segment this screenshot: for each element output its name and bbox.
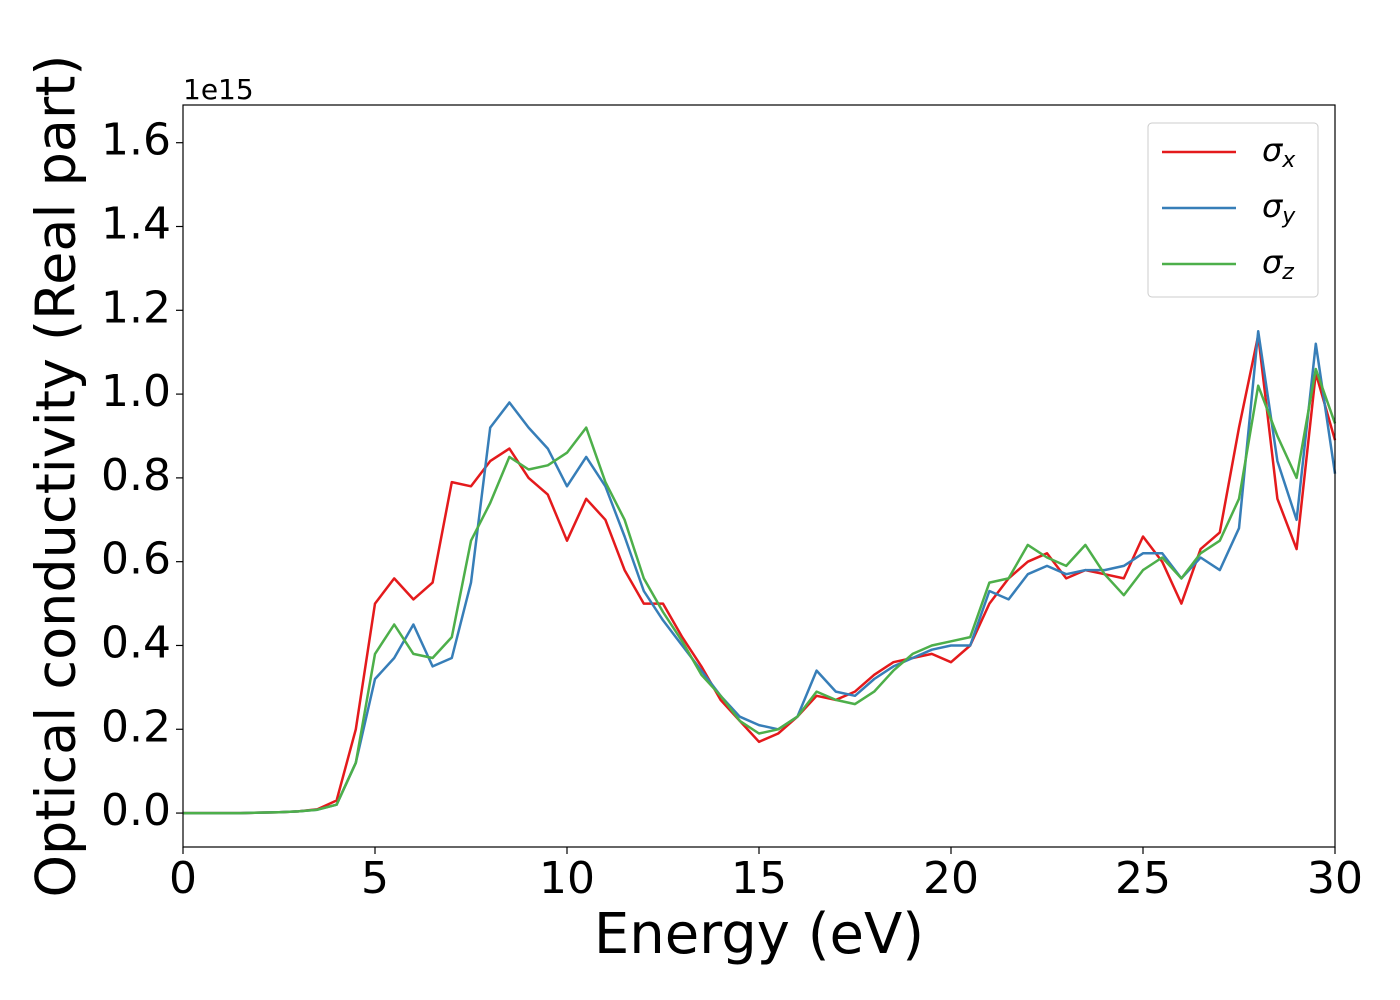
y-tick-label: 0.0 [101, 785, 171, 836]
line-series [183, 334, 1337, 815]
y-tick-label: 1.2 [101, 282, 171, 333]
legend-label: σx [1262, 131, 1296, 173]
line-series [183, 367, 1337, 815]
legend-subscript: x [1281, 148, 1296, 173]
y-tick-label: 1.6 [101, 115, 171, 166]
offset-label: 1e15 [183, 73, 254, 106]
y-tick-label: 0.4 [101, 617, 171, 668]
legend-box [1147, 122, 1319, 298]
plot-frame [182, 104, 1336, 848]
legend-subscript: y [1281, 204, 1296, 229]
x-tick-label: 30 [1307, 853, 1363, 904]
y-axis-title: Optical conductivity (Real part) [25, 55, 88, 898]
y-tick-label: 0.2 [101, 701, 171, 752]
x-axis-title: Energy (eV) [594, 902, 924, 967]
y-tick-label: 1.0 [101, 366, 171, 417]
x-tick-label: 25 [1115, 853, 1171, 904]
legend-label: σz [1262, 243, 1294, 285]
legend-name: σ [1262, 187, 1284, 225]
x-tick-label: 15 [731, 853, 787, 904]
x-tick-label: 10 [539, 853, 595, 904]
y-tick-label: 0.8 [101, 450, 171, 501]
legend-label: σy [1262, 187, 1296, 229]
line-series [183, 329, 1337, 815]
x-tick-label: 0 [169, 853, 197, 904]
x-tick-label: 20 [923, 853, 979, 904]
y-tick-label: 0.6 [101, 534, 171, 585]
legend-subscript: z [1281, 260, 1294, 285]
legend-name: σ [1262, 243, 1284, 281]
x-tick-label: 5 [361, 853, 389, 904]
y-tick-label: 1.4 [101, 199, 171, 250]
legend-name: σ [1262, 131, 1284, 169]
